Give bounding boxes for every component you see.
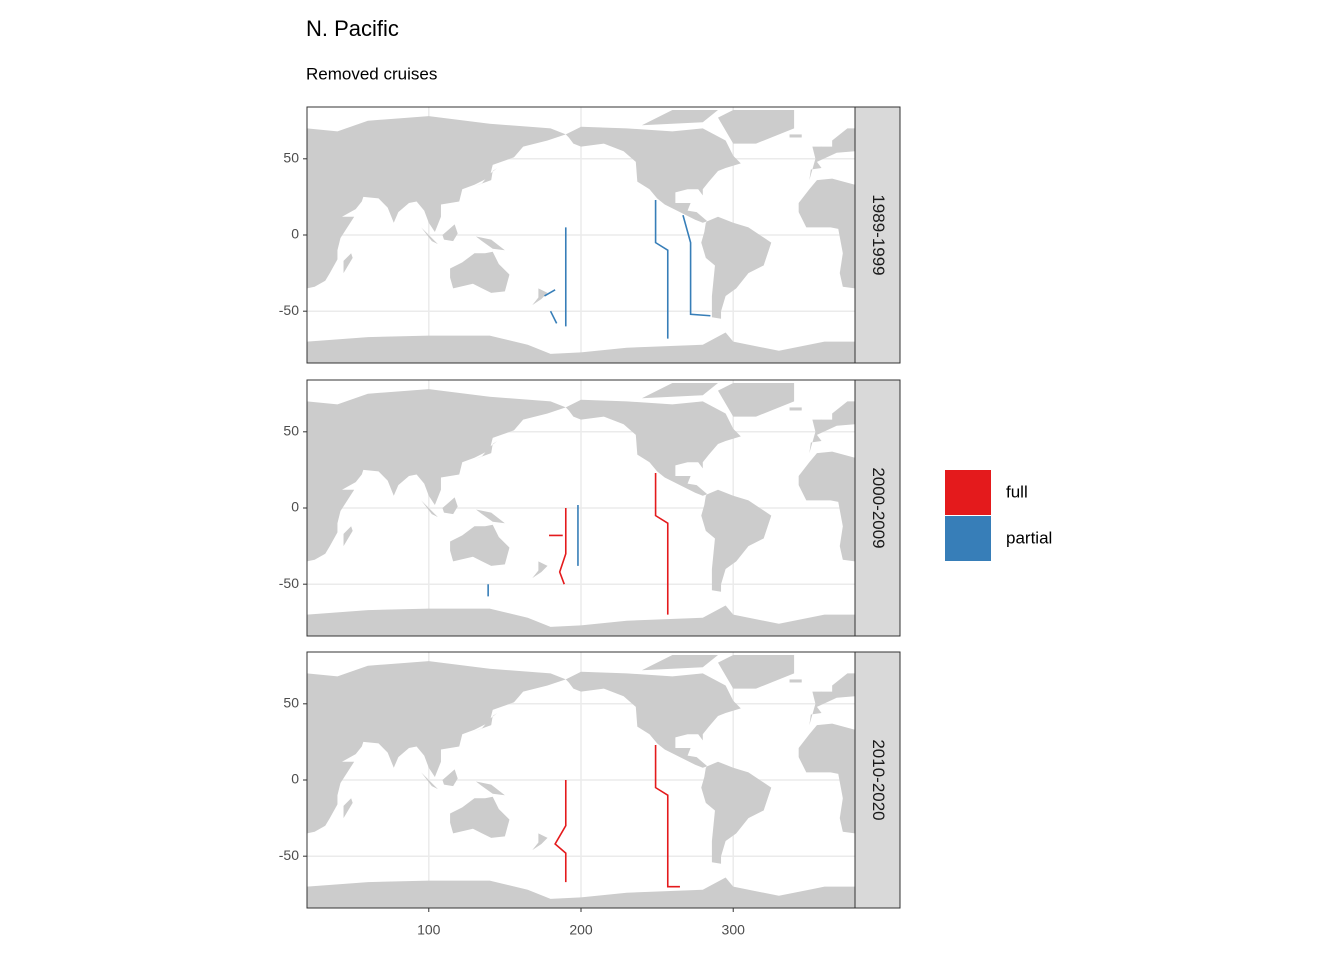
legend-label: partial — [1006, 528, 1052, 547]
legend-key — [945, 516, 991, 561]
cruise-track — [544, 199, 711, 339]
cruise-track — [549, 472, 669, 615]
strip — [854, 651, 901, 909]
y-tick-label: -50 — [279, 847, 299, 863]
strip-label: 1989-1999 — [869, 194, 888, 275]
strip — [854, 379, 901, 637]
panel — [307, 652, 855, 908]
panel — [307, 380, 855, 636]
legend-key — [945, 470, 991, 515]
y-tick-label: 50 — [283, 423, 299, 439]
y-tick-label: 0 — [291, 226, 299, 242]
y-tick-label: -50 — [279, 575, 299, 591]
strip-label: 2000-2009 — [869, 467, 888, 548]
chart-title: N. Pacific — [306, 16, 399, 41]
x-tick-label: 200 — [569, 922, 593, 938]
strip-label: 2010-2020 — [869, 739, 888, 820]
y-tick-label: 50 — [283, 150, 299, 166]
y-tick-label: -50 — [279, 302, 299, 318]
cruise-track — [554, 744, 680, 888]
legend-label: full — [1006, 482, 1028, 501]
y-tick-label: 0 — [291, 499, 299, 515]
x-tick-label: 100 — [417, 922, 441, 938]
panel — [307, 107, 855, 363]
y-tick-label: 50 — [283, 695, 299, 711]
x-tick-label: 300 — [722, 922, 746, 938]
strip — [854, 106, 901, 364]
chart-subtitle: Removed cruises — [306, 64, 437, 83]
y-tick-label: 0 — [291, 771, 299, 787]
cruise-track — [487, 504, 579, 597]
